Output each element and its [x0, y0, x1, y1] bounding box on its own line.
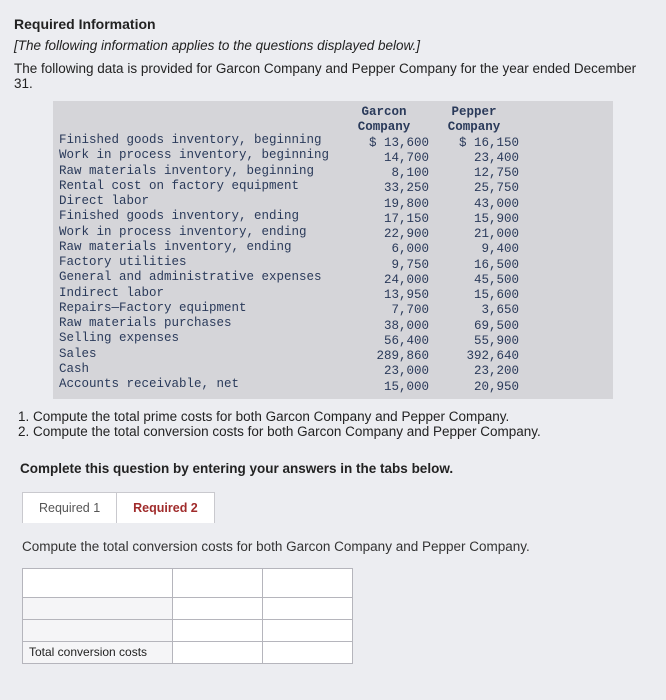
italic-note: [The following information applies to th…	[14, 38, 652, 53]
answer-header-pepper: Pepper Company	[263, 568, 353, 597]
cell: 15,900	[474, 212, 519, 226]
section-heading: Required Information	[14, 16, 652, 32]
tab-required-1[interactable]: Required 1	[22, 492, 117, 523]
blank-header	[23, 568, 173, 597]
row-label: Accounts receivable, net	[59, 377, 239, 391]
cell: 23,200	[474, 364, 519, 378]
cell: 22,900	[384, 227, 429, 241]
answer-table: Garcon Company Pepper Company Total conv…	[22, 568, 353, 664]
cell: 13,950	[384, 288, 429, 302]
total-row-label: Total conversion costs	[23, 641, 173, 663]
row-label: Factory utilities	[59, 255, 187, 269]
answer-cell-garcon-1[interactable]	[173, 597, 263, 619]
cell: 23,000	[384, 364, 429, 378]
cell: 9,400	[481, 242, 519, 256]
answer-header-garcon: Garcon Company	[173, 568, 263, 597]
row-label: Work in process inventory, beginning	[59, 148, 329, 162]
cell: 15,000	[384, 380, 429, 394]
col-header-pepper: Pepper Company	[429, 105, 519, 136]
cell: 15,600	[474, 288, 519, 302]
instructions: 1. Compute the total prime costs for bot…	[14, 409, 652, 439]
instruction-1: 1. Compute the total prime costs for bot…	[18, 409, 648, 424]
cell: 289,860	[376, 349, 429, 363]
row-label: Work in process inventory, ending	[59, 225, 307, 239]
cell: 6,000	[391, 242, 429, 256]
row-label: Finished goods inventory, ending	[59, 209, 299, 223]
data-table: Finished goods inventory, beginning Work…	[53, 101, 613, 399]
cell: 25,750	[474, 181, 519, 195]
row-label: Sales	[59, 347, 97, 361]
answer-cell-pepper-1[interactable]	[263, 597, 353, 619]
complete-prompt: Complete this question by entering your …	[20, 461, 652, 476]
row-label: Finished goods inventory, beginning	[59, 133, 322, 147]
row-label: Indirect labor	[59, 286, 164, 300]
pepper-column: Pepper Company $ 16,150 23,400 12,750 25…	[429, 105, 519, 395]
cell: 3,650	[481, 303, 519, 317]
instruction-2: 2. Compute the total conversion costs fo…	[18, 424, 648, 439]
row-label: General and administrative expenses	[59, 270, 322, 284]
cell: 9,750	[391, 258, 429, 272]
cell: 14,700	[384, 151, 429, 165]
garcon-column: Garcon Company $ 13,600 14,700 8,100 33,…	[339, 105, 429, 395]
cell: 55,900	[474, 334, 519, 348]
answer-cell-garcon-2[interactable]	[173, 619, 263, 641]
tab-prompt: Compute the total conversion costs for b…	[22, 539, 652, 554]
label-column: Finished goods inventory, beginning Work…	[59, 105, 339, 395]
tabs: Required 1 Required 2	[22, 492, 652, 523]
cell: 392,640	[466, 349, 519, 363]
cell: 20,950	[474, 380, 519, 394]
row-label: Raw materials inventory, ending	[59, 240, 292, 254]
row-label: Raw materials inventory, beginning	[59, 164, 314, 178]
answer-cell-pepper-2[interactable]	[263, 619, 353, 641]
cell: 56,400	[384, 334, 429, 348]
row-label: Rental cost on factory equipment	[59, 179, 299, 193]
cell: 7,700	[391, 303, 429, 317]
tab-required-2[interactable]: Required 2	[116, 492, 215, 523]
row-label: Selling expenses	[59, 331, 179, 345]
cell: 17,150	[384, 212, 429, 226]
row-label: Repairs—Factory equipment	[59, 301, 247, 315]
answer-cell-pepper-total[interactable]	[263, 641, 353, 663]
cell: 16,500	[474, 258, 519, 272]
cell: 24,000	[384, 273, 429, 287]
row-label: Raw materials purchases	[59, 316, 232, 330]
cell: 43,000	[474, 197, 519, 211]
cell: 38,000	[384, 319, 429, 333]
cell: 21,000	[474, 227, 519, 241]
cell: 12,750	[474, 166, 519, 180]
cell: 19,800	[384, 197, 429, 211]
cell: 33,250	[384, 181, 429, 195]
row-label: Cash	[59, 362, 89, 376]
cell: $ 13,600	[369, 136, 429, 150]
cell: 23,400	[474, 151, 519, 165]
answer-cell-garcon-total[interactable]	[173, 641, 263, 663]
col-header-garcon: Garcon Company	[339, 105, 429, 136]
cell: 8,100	[391, 166, 429, 180]
row-label: Direct labor	[59, 194, 149, 208]
cell: 45,500	[474, 273, 519, 287]
cell: $ 16,150	[459, 136, 519, 150]
cell: 69,500	[474, 319, 519, 333]
intro-text: The following data is provided for Garco…	[14, 61, 652, 91]
answer-row-blank[interactable]	[23, 619, 173, 641]
answer-row-blank[interactable]	[23, 597, 173, 619]
